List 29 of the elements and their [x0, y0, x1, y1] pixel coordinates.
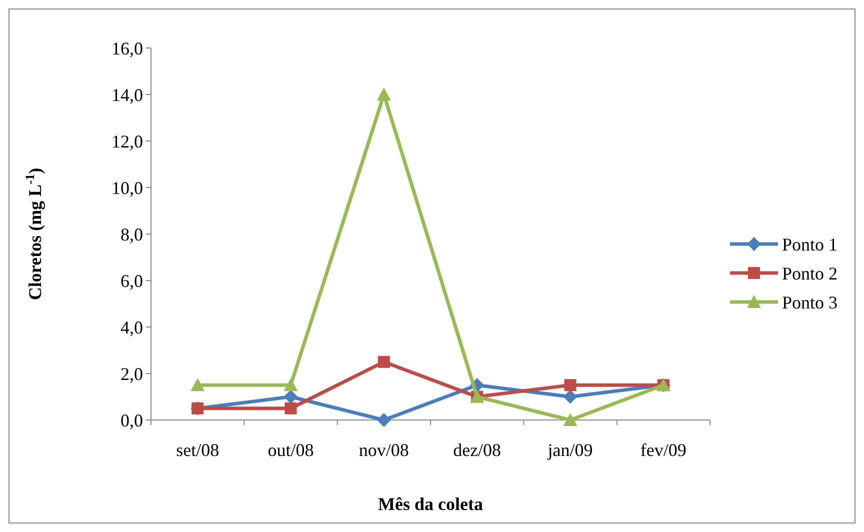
- y-tick-label: 6,0: [120, 270, 143, 291]
- point: [376, 413, 391, 427]
- legend-label: Ponto 3: [782, 292, 838, 312]
- x-tick-label: out/08: [268, 440, 314, 460]
- point: [284, 378, 298, 392]
- x-tick-label: dez/08: [453, 440, 502, 460]
- y-tick-label: 4,0: [120, 317, 143, 338]
- point: [284, 390, 298, 404]
- legend-label: Ponto 1: [782, 234, 838, 254]
- point: [190, 378, 205, 392]
- x-tick-label: set/08: [176, 440, 220, 460]
- y-tick-label: 2,0: [120, 364, 143, 384]
- point: [378, 356, 390, 368]
- y-tick-label: 10,0: [112, 178, 143, 198]
- y-tick-label: 16,0: [112, 38, 143, 58]
- point: [284, 402, 297, 414]
- y-tick-label: 14,0: [112, 84, 143, 105]
- point: [376, 88, 391, 100]
- y-tick-label: 8,0: [120, 224, 143, 244]
- point: [563, 413, 578, 426]
- point: [564, 379, 576, 392]
- y-tick-label: 0,0: [120, 410, 143, 430]
- x-axis-title: Mês da coleta: [378, 494, 483, 514]
- x-tick-label: fev/09: [640, 440, 686, 460]
- legend-label: Ponto 2: [782, 263, 838, 284]
- point: [563, 390, 578, 404]
- y-tick-label: 12,0: [112, 131, 143, 152]
- x-tick-label: nov/08: [358, 440, 409, 460]
- x-tick-label: jan/09: [546, 440, 593, 460]
